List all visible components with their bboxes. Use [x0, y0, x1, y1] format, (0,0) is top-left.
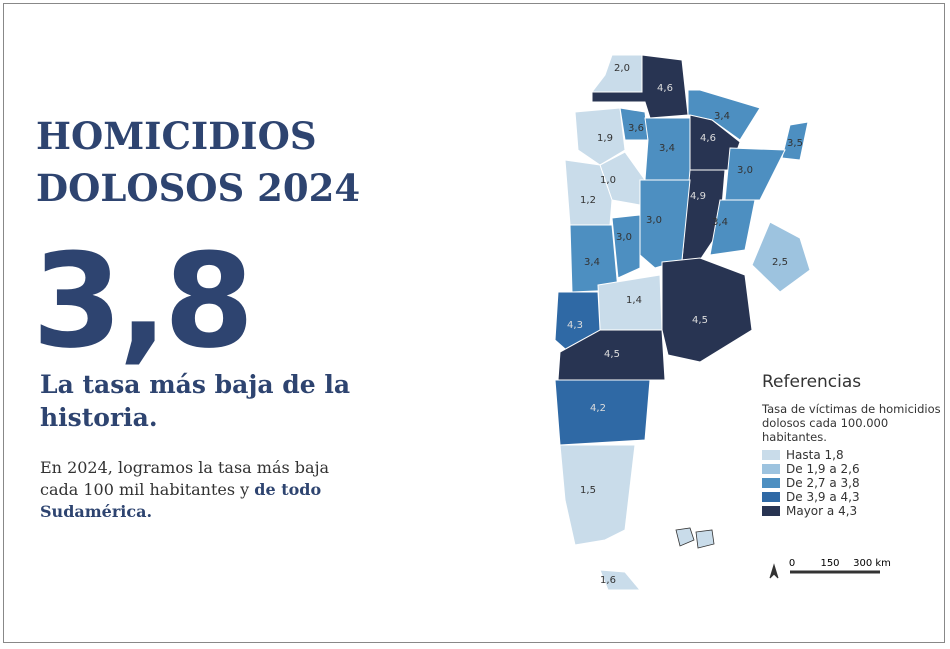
province [661, 257, 753, 363]
big-figure: 3,8 [32, 225, 254, 377]
province-label: 3,0 [737, 165, 753, 176]
province-label: 3,0 [616, 232, 632, 243]
legend-item: Mayor a 4,3 [762, 504, 942, 518]
province-label: 3,4 [714, 111, 730, 122]
legend-item: De 2,7 a 3,8 [762, 476, 942, 490]
province [611, 214, 641, 279]
province [781, 121, 809, 161]
province [591, 54, 689, 119]
province-label: 4,5 [692, 315, 708, 326]
province-label: 3,4 [712, 217, 728, 228]
province-label: 1,6 [600, 575, 616, 586]
legend-label: Mayor a 4,3 [786, 504, 858, 518]
province-label: 4,2 [590, 403, 606, 414]
scale-label: 150 [820, 558, 839, 569]
legend-label: Hasta 1,8 [786, 448, 844, 462]
paragraph: En 2024, logramos la tasa más baja cada … [40, 457, 350, 523]
malvinas [675, 527, 715, 549]
legend-item: De 3,9 a 4,3 [762, 490, 942, 504]
title: HOMICIDIOS DOLOSOS 2024 [36, 114, 361, 210]
province-label: 3,4 [584, 257, 600, 268]
province-label: 4,9 [690, 191, 706, 202]
province [564, 159, 613, 226]
legend-items: Hasta 1,8 De 1,9 a 2,6 De 2,7 a 3,8 De 3,9 … [762, 448, 942, 518]
scale-label: 300 km [853, 558, 891, 569]
legend-item: De 1,9 a 2,6 [762, 462, 942, 476]
province-label: 1,5 [580, 485, 596, 496]
province-label: 3,4 [659, 143, 675, 154]
legend-item: Hasta 1,8 [762, 448, 942, 462]
province-label: 4,5 [604, 349, 620, 360]
legend-swatch [762, 450, 780, 460]
legend-swatch [762, 492, 780, 502]
province-label: 2,5 [772, 257, 788, 268]
province-label: 3,0 [646, 215, 662, 226]
province-label: 4,6 [657, 83, 673, 94]
legend-label: De 3,9 a 4,3 [786, 490, 860, 504]
province-label: 4,3 [567, 320, 583, 331]
province [574, 107, 626, 166]
province [559, 444, 636, 546]
province-label: 3,6 [628, 123, 644, 134]
legend-swatch [762, 506, 780, 516]
legend-description: Tasa de víctimas de homicidios dolosos c… [762, 402, 941, 444]
province [709, 199, 756, 256]
province [557, 329, 666, 381]
province [554, 379, 651, 446]
text-bold: de todo Sudamérica. [40, 480, 322, 521]
subtitle: La tasa más baja de la historia. [40, 370, 351, 432]
province [724, 147, 786, 201]
province [687, 89, 761, 141]
province-label: 4,6 [700, 133, 716, 144]
scale-bar [769, 563, 880, 579]
scale-label: 0 [789, 558, 795, 569]
legend-swatch [762, 464, 780, 474]
province [751, 221, 811, 293]
legend-title: Referencias [762, 372, 862, 392]
legend-label: De 1,9 a 2,6 [786, 462, 860, 476]
legend-label: De 2,7 a 3,8 [786, 476, 860, 490]
province-label: 2,0 [614, 63, 630, 74]
legend-swatch [762, 478, 780, 488]
text: En 2024, logramos la tasa más baja cada … [40, 458, 330, 499]
province-label: 1,0 [600, 175, 616, 186]
province-label: 1,4 [626, 295, 642, 306]
province [599, 569, 642, 591]
frame [3, 3, 945, 643]
province-label: 3,5 [787, 138, 803, 149]
province-label: 1,2 [580, 195, 596, 206]
province-label: 1,9 [597, 133, 613, 144]
legend: Referencias Tasa de víctimas de homicidi… [762, 372, 942, 518]
